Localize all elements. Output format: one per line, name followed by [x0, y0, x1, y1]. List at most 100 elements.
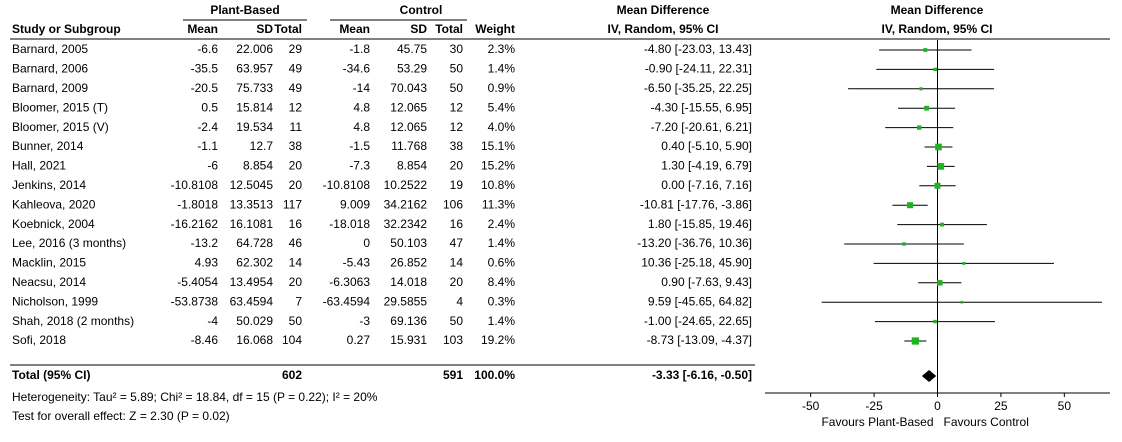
group-header: Control [400, 3, 443, 17]
table-cell: -16.2162 [171, 217, 219, 231]
study-name: Jenkins, 2014 [12, 178, 86, 192]
table-cell: 12.7 [250, 139, 274, 153]
table-cell: 34.2162 [384, 197, 428, 211]
footnote: Test for overall effect: Z = 2.30 (P = 0… [12, 409, 230, 423]
table-cell: 16 [450, 217, 464, 231]
x-tick-label: 0 [934, 399, 941, 413]
table-cell: 2.3% [488, 42, 516, 56]
table-cell: 20 [450, 159, 464, 173]
table-cell: 50 [450, 81, 464, 95]
table-cell: 9.009 [340, 197, 370, 211]
effect-square [924, 105, 929, 111]
group-header: Mean Difference [617, 3, 710, 17]
x-tick-label: 50 [1058, 399, 1072, 413]
table-cell: 63.957 [236, 62, 273, 76]
table-cell: 16.1081 [230, 217, 274, 231]
table-cell: -3 [359, 314, 370, 328]
effect-square [935, 143, 942, 151]
table-cell: 9.59 [-45.65, 64.82] [648, 294, 752, 308]
study-name: Bunner, 2014 [12, 139, 84, 153]
study-name: Macklin, 2015 [12, 256, 86, 270]
table-cell: -5.4054 [177, 275, 218, 289]
table-cell: 15.814 [236, 100, 273, 114]
table-cell: -18.018 [329, 217, 370, 231]
table-cell: 20 [289, 178, 303, 192]
table-cell: 8.854 [397, 159, 427, 173]
table-cell: -1.1 [197, 139, 218, 153]
table-cell: 117 [283, 197, 302, 211]
table-cell: -20.5 [191, 81, 219, 95]
table-cell: 26.852 [390, 256, 427, 270]
table-cell: 2.4% [488, 217, 516, 231]
table-cell: 15.2% [481, 159, 515, 173]
table-cell: -4.30 [-15.55, 6.95] [651, 100, 752, 114]
table-cell: 1.4% [488, 62, 516, 76]
column-header: IV, Random, 95% CI [882, 22, 993, 36]
study-name: Barnard, 2005 [12, 42, 88, 56]
table-cell: 69.136 [390, 314, 427, 328]
table-cell: 70.043 [390, 81, 427, 95]
study-name: Nicholson, 1999 [12, 294, 98, 308]
study-name: Neacsu, 2014 [12, 275, 86, 289]
table-cell: 62.302 [236, 256, 273, 270]
table-cell: 10.2522 [384, 178, 428, 192]
column-header: Mean [339, 22, 370, 36]
table-cell: -34.6 [343, 62, 371, 76]
table-cell: 20 [289, 159, 303, 173]
table-cell: 15.1% [481, 139, 515, 153]
effect-square [940, 222, 944, 227]
effect-square [937, 163, 945, 170]
table-cell: 10.8% [481, 178, 515, 192]
column-header: SD [410, 22, 427, 36]
study-name: Bloomer, 2015 (V) [12, 120, 109, 134]
table-cell: 0.6% [488, 256, 516, 270]
favours-label: Favours Plant-Based [821, 415, 933, 429]
column-header: Total [435, 22, 463, 36]
effect-square [960, 300, 964, 304]
pooled-diamond [921, 370, 937, 382]
table-cell: -1.8018 [177, 197, 218, 211]
table-cell: 14 [289, 256, 303, 270]
table-cell: -0.90 [-24.11, 22.31] [645, 62, 752, 76]
effect-square [934, 182, 941, 189]
table-cell: 4.8 [353, 100, 370, 114]
study-name: Lee, 2016 (3 months) [12, 236, 126, 250]
table-cell: 591 [443, 368, 463, 382]
table-cell: 14 [450, 256, 464, 270]
table-cell: 104 [282, 333, 302, 347]
table-cell: 8.4% [488, 275, 516, 289]
table-cell: -3.33 [-6.16, -0.50] [652, 368, 752, 382]
table-cell: -63.4594 [323, 294, 371, 308]
table-cell: 11.3% [482, 197, 515, 211]
table-cell: 4.0% [488, 120, 516, 134]
table-cell: 16 [289, 217, 303, 231]
table-cell: 29 [289, 42, 303, 56]
table-cell: 0.9% [488, 81, 516, 95]
table-cell: 11 [290, 120, 303, 134]
total-label: Total (95% CI) [12, 368, 90, 382]
study-name: Barnard, 2006 [12, 62, 88, 76]
table-cell: 0.90 [-7.63, 9.43] [661, 275, 752, 289]
effect-square [923, 48, 928, 52]
study-name: Koebnick, 2004 [12, 217, 95, 231]
effect-square [919, 87, 923, 91]
table-cell: -1.5 [349, 139, 370, 153]
table-cell: 5.4% [488, 100, 516, 114]
table-cell: -53.8738 [171, 294, 219, 308]
table-cell: 32.2342 [384, 217, 428, 231]
table-cell: 0 [363, 236, 370, 250]
table-cell: 47 [450, 236, 464, 250]
table-cell: -13.20 [-36.76, 10.36] [637, 236, 752, 250]
table-cell: 10.36 [-25.18, 45.90] [641, 256, 752, 270]
table-cell: 50 [289, 314, 303, 328]
table-cell: 103 [443, 333, 463, 347]
table-cell: -7.3 [349, 159, 370, 173]
table-cell: 0.3% [488, 294, 516, 308]
table-cell: -4.80 [-23.03, 13.43] [644, 42, 752, 56]
table-cell: 15.931 [390, 333, 427, 347]
table-cell: 1.4% [488, 314, 516, 328]
table-cell: -2.4 [197, 120, 218, 134]
table-cell: -10.8108 [171, 178, 219, 192]
table-cell: -6 [207, 159, 218, 173]
